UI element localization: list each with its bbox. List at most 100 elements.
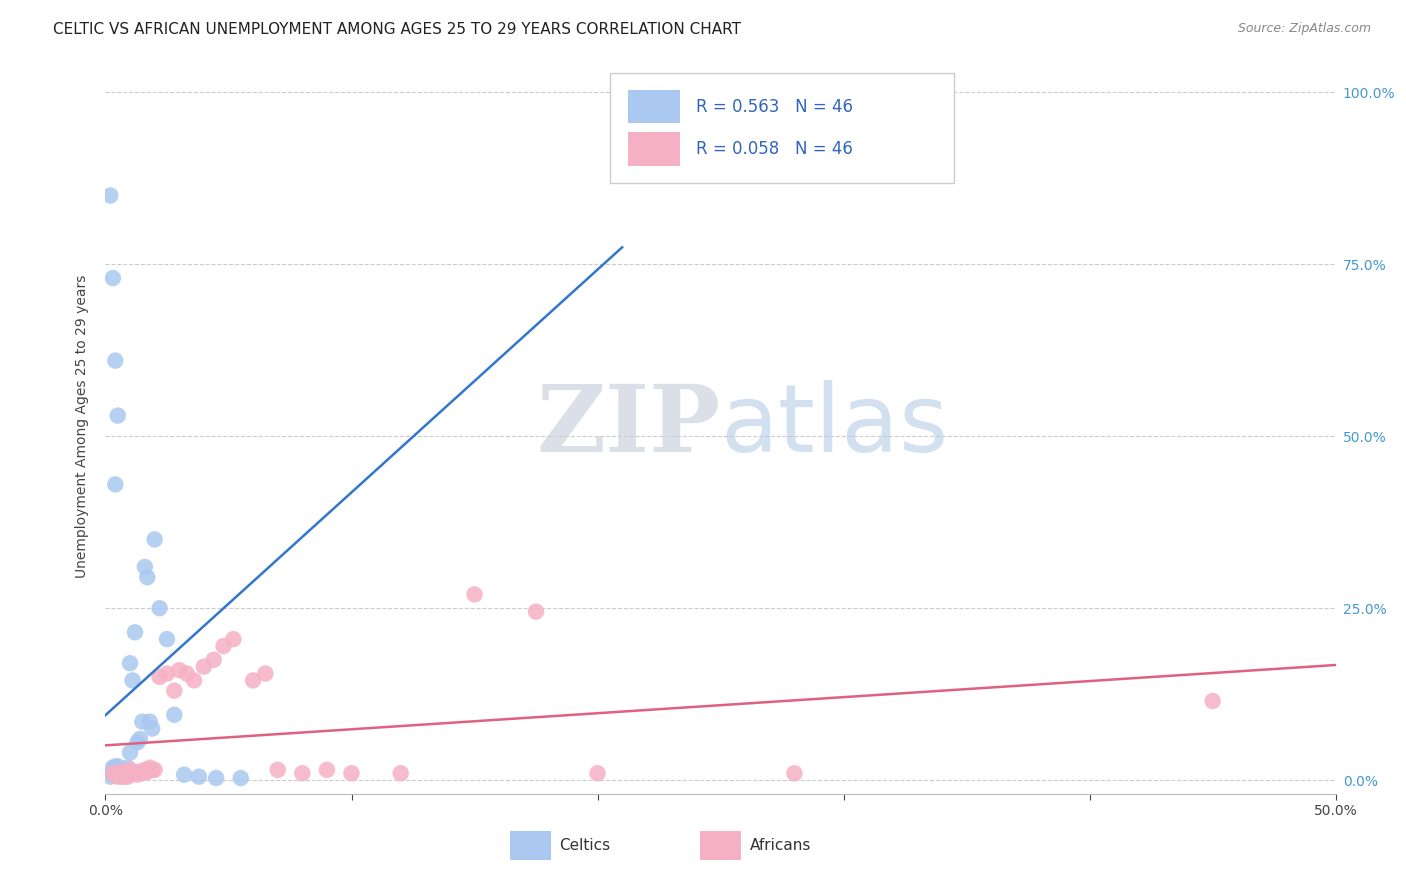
Text: Celtics: Celtics [560,838,610,853]
FancyBboxPatch shape [628,132,681,166]
Point [136,570,159,584]
Point [134,763,156,777]
Point [141,722,163,736]
Point [114,766,136,780]
Point [202,653,225,667]
Point [98,770,122,784]
Point [104,759,127,773]
Point [104,763,127,777]
Point [107,770,129,784]
Point [114,767,136,781]
Point [110,767,132,781]
Point [107,759,129,773]
Point [111,763,134,777]
Point [1202,694,1225,708]
Point [127,767,149,781]
Text: CELTIC VS AFRICAN UNEMPLOYMENT AMONG AGES 25 TO 29 YEARS CORRELATION CHART: CELTIC VS AFRICAN UNEMPLOYMENT AMONG AGE… [53,22,741,37]
Point [110,767,132,781]
Point [104,353,127,368]
Text: ZIP: ZIP [536,381,721,471]
Point [124,625,146,640]
Point [610,112,633,127]
Point [229,771,252,785]
Point [107,766,129,780]
Point [163,707,186,722]
Text: R = 0.563   N = 46: R = 0.563 N = 46 [696,97,853,116]
Point [111,766,134,780]
Point [120,767,141,781]
Text: R = 0.058   N = 46: R = 0.058 N = 46 [696,140,853,158]
Point [124,764,146,779]
Text: atlas: atlas [721,380,949,472]
Point [163,683,186,698]
Point [143,533,166,547]
FancyBboxPatch shape [510,831,551,860]
Point [127,735,149,749]
Point [149,670,172,684]
Point [315,763,337,777]
Point [524,605,547,619]
FancyBboxPatch shape [610,73,955,183]
Point [101,766,124,780]
Point [141,763,163,777]
Point [136,764,159,779]
Point [101,764,124,779]
Point [149,601,172,615]
Point [586,766,609,780]
Point [110,763,132,777]
Point [110,766,132,780]
Point [143,763,166,777]
Point [188,770,211,784]
FancyBboxPatch shape [628,89,681,123]
Point [176,666,198,681]
Point [212,639,235,653]
Point [129,731,152,746]
Point [254,666,277,681]
Point [111,770,134,784]
Point [107,764,129,779]
Point [121,673,143,688]
Point [222,632,245,647]
Point [111,770,134,784]
Point [117,770,139,784]
Point [111,766,134,780]
Point [120,746,141,760]
Y-axis label: Unemployment Among Ages 25 to 29 years: Unemployment Among Ages 25 to 29 years [76,274,90,578]
Point [110,764,132,779]
Point [104,766,127,780]
Point [114,764,136,779]
Point [156,666,179,681]
Point [340,766,363,780]
Point [193,659,215,673]
Point [138,761,162,775]
Point [242,673,264,688]
Point [101,271,124,285]
Point [121,766,143,780]
Point [104,767,127,781]
Text: Africans: Africans [749,838,811,853]
Point [98,188,122,202]
Point [117,761,139,775]
Text: Source: ZipAtlas.com: Source: ZipAtlas.com [1237,22,1371,36]
Point [464,587,486,601]
Point [117,764,139,779]
Point [129,764,152,779]
Point [134,560,156,574]
Point [120,763,141,777]
Point [156,632,179,647]
Point [783,766,806,780]
Point [107,409,129,423]
Point [107,766,129,780]
Point [104,477,127,491]
FancyBboxPatch shape [700,831,741,860]
Point [101,767,124,781]
Point [131,714,153,729]
Point [101,761,124,775]
Point [107,763,129,777]
Point [291,766,314,780]
Point [205,771,228,785]
Point [117,766,139,780]
Point [173,767,195,781]
Point [169,663,191,677]
Point [267,763,290,777]
